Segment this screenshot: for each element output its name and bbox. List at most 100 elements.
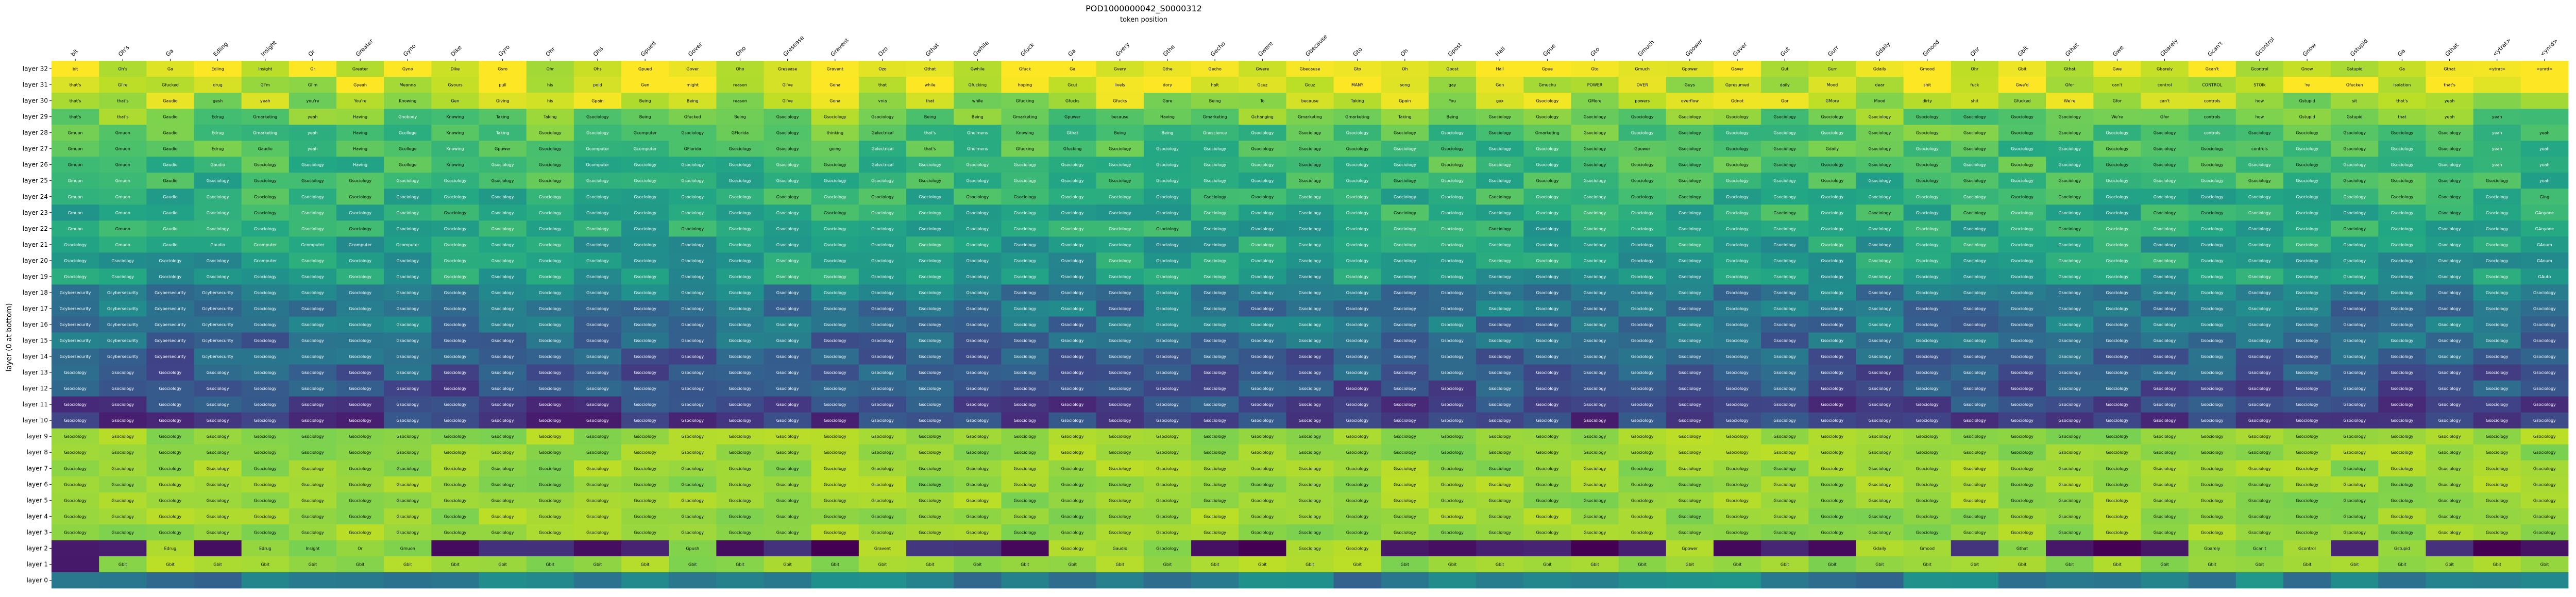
cell-label: Gsociology [1679, 211, 1701, 215]
cell-label: Gsociology [966, 498, 989, 503]
heatmap-cell [1381, 189, 1429, 205]
cell-label: Gsociology [2438, 306, 2461, 311]
heatmap-cell [1428, 396, 1477, 413]
heatmap-cell [764, 173, 812, 189]
cell-label: Gsociology [1773, 275, 1796, 279]
cell-label: Gsociology [2343, 211, 2366, 215]
heatmap-cell [1571, 524, 1619, 541]
heatmap-cell [1191, 316, 1239, 333]
heatmap-cell [1713, 460, 1761, 477]
cell-label: Gfucking [969, 83, 987, 88]
heatmap-cell [1191, 412, 1239, 429]
cell-label: Gsociology [1821, 498, 1844, 503]
cell-label: Gcybersecurity [107, 306, 139, 311]
heatmap-cell [906, 189, 954, 205]
heatmap-cell [1903, 444, 1952, 461]
heatmap-cell [1856, 524, 1904, 541]
cell-label: Gsociology [1963, 147, 1986, 151]
heatmap-cell [1903, 300, 1952, 317]
cell-label: Gsociology [2011, 434, 2033, 439]
heatmap-cell [479, 268, 527, 285]
heatmap-cell [1666, 220, 1714, 237]
heatmap-cell [1333, 316, 1382, 333]
heatmap-cell [526, 540, 574, 557]
cell-label: Gsociology [1726, 147, 1749, 151]
cell-label: Gsociology [2438, 322, 2461, 327]
heatmap-cell [1951, 444, 1999, 461]
cell-label: Gsociology [1061, 338, 1084, 343]
heatmap-cell [241, 236, 290, 253]
cell-label: Gsociology [2011, 322, 2033, 327]
cell-label: Gsociology [1204, 418, 1226, 423]
heatmap-cell [2141, 189, 2189, 205]
heatmap-cell [954, 61, 1002, 77]
heatmap-cell [1523, 540, 1571, 557]
heatmap-cell [906, 61, 954, 77]
heatmap-cell [1333, 444, 1382, 461]
cell-label: Gsociology [2438, 338, 2461, 343]
cell-label: Gsociology [1726, 291, 1749, 295]
heatmap-cell [1239, 157, 1286, 173]
heatmap-cell [52, 412, 99, 429]
heatmap-cell [2141, 125, 2189, 141]
cell-label: Gor [1781, 99, 1789, 104]
heatmap-cell [1096, 396, 1144, 413]
x-tick-label: Ga [2396, 47, 2406, 58]
cell-label: Gsociology [586, 338, 609, 343]
cell-label: Gsociology [207, 259, 229, 263]
heatmap-cell [1096, 492, 1144, 509]
cell-label: Gbit [2303, 562, 2312, 567]
heatmap-cell [716, 524, 764, 541]
cell-label: Gsociology [1299, 514, 1321, 519]
heatmap-cell [2235, 189, 2284, 205]
heatmap-cell [2093, 204, 2141, 221]
cell-label: Gsociology [1679, 163, 1701, 167]
y-tick-label: layer 27 [23, 145, 48, 152]
cell-label: Gsociology [2438, 418, 2461, 423]
cell-label: Gsociology [1488, 131, 1511, 135]
heatmap-cell [906, 316, 954, 333]
cell-label: Gmuon [68, 163, 83, 167]
cell-label: Gsociology [1536, 211, 1558, 215]
cell-label: Gbit [1496, 562, 1504, 567]
x-tick-label: Gover [687, 41, 704, 58]
heatmap-cell [2046, 284, 2094, 301]
cell-label: Gsociology [919, 259, 941, 263]
cell-label: Gsociology [1488, 322, 1511, 327]
cell-label: Gsociology [349, 354, 371, 359]
cell-label: Gsociology [2486, 211, 2509, 215]
cell-label: Gsociology [1631, 354, 1654, 359]
y-tick-label: layer 0 [26, 576, 48, 584]
cell-label: Gsociology [159, 482, 182, 487]
heatmap-cell [526, 157, 574, 173]
cell-label: Gto [1591, 67, 1598, 72]
heatmap-cell [2473, 460, 2521, 477]
heatmap-cell [431, 572, 479, 589]
heatmap-cell [764, 77, 812, 93]
heatmap-cell [764, 109, 812, 125]
heatmap-cell [2378, 61, 2426, 77]
heatmap-cell [1571, 268, 1619, 285]
heatmap-cell [2331, 444, 2379, 461]
heatmap-cell [1713, 332, 1761, 349]
heatmap-cell [1476, 332, 1524, 349]
heatmap-cell [1571, 173, 1619, 189]
cell-label: Gsociology [1869, 354, 1891, 359]
cell-label: Gsociology [2438, 498, 2461, 503]
heatmap-cell [1951, 364, 1999, 381]
heatmap-cell [1808, 332, 1856, 349]
cell-label: Gsociology [1916, 466, 1939, 471]
heatmap-cell [1951, 252, 1999, 269]
cell-label: Gsociology [1441, 370, 1464, 375]
cell-label: Gsociology [254, 179, 277, 183]
heatmap-cell [2378, 236, 2426, 253]
cell-label: Gsociology [824, 370, 846, 375]
cell-label: Gsociology [2486, 402, 2509, 407]
cell-label: Gsociology [2248, 402, 2271, 407]
heatmap-cell [289, 61, 337, 77]
cell-label: Gsociology [2248, 450, 2271, 455]
cell-label: Gcomputer [301, 243, 325, 247]
heatmap-cell [1713, 540, 1761, 557]
heatmap-cell [1381, 157, 1429, 173]
heatmap-cell [669, 364, 717, 381]
